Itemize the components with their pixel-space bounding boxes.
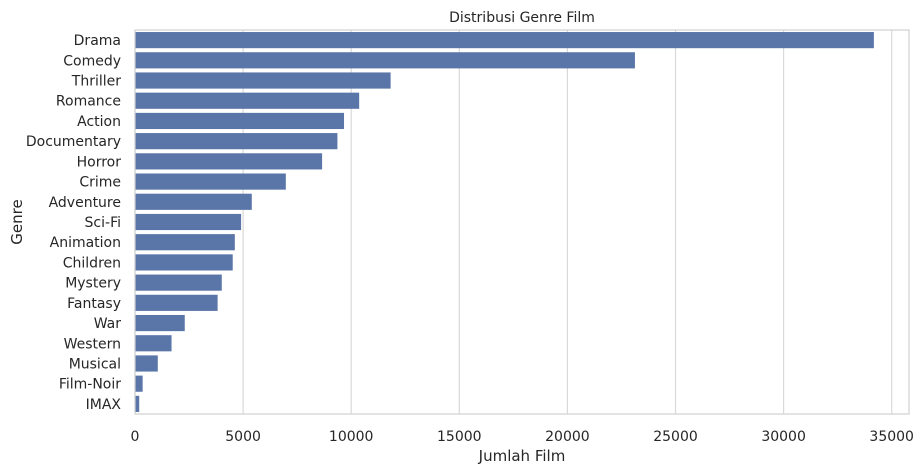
x-tick-label: 10000 <box>329 429 374 445</box>
bar-crime <box>135 173 286 190</box>
bar-western <box>135 335 172 352</box>
bars <box>135 32 874 412</box>
x-axis-label: Jumlah Film <box>478 447 566 465</box>
bar-musical <box>135 355 158 372</box>
y-tick-label: Animation <box>50 235 121 251</box>
y-tick-label: Action <box>77 114 121 130</box>
x-tick-label: 30000 <box>761 429 806 445</box>
bar-romance <box>135 92 360 109</box>
x-tick-label: 5000 <box>225 429 261 445</box>
bar-thriller <box>135 72 391 89</box>
x-tick-labels: 0 5000 10000 15000 20000 25000 30000 35000 <box>131 429 914 445</box>
x-tick-label: 35000 <box>869 429 914 445</box>
plot-frame <box>134 29 910 415</box>
x-tick-label: 0 <box>131 429 140 445</box>
y-tick-label: Sci-Fi <box>85 215 121 231</box>
y-tick-label: War <box>94 316 122 332</box>
x-tick-label: 15000 <box>437 429 482 445</box>
chart-title: Distribusi Genre Film <box>449 10 595 26</box>
y-tick-label: Fantasy <box>67 296 121 312</box>
y-tick-label: Children <box>63 255 121 271</box>
x-tick-label: 20000 <box>545 429 590 445</box>
y-tick-labels: Drama Comedy Thriller Romance Action Document… <box>26 33 122 413</box>
x-tick-label: 25000 <box>653 429 698 445</box>
y-tick-label: Film-Noir <box>59 377 121 393</box>
y-tick-label: Romance <box>56 94 121 110</box>
bar-sci-fi <box>135 213 242 231</box>
bar-drama <box>135 32 874 49</box>
bar-film-noir <box>135 375 143 392</box>
bar-imax <box>135 395 140 412</box>
bar-comedy <box>135 52 635 69</box>
y-tick-label: Western <box>64 336 121 352</box>
bar-war <box>135 314 185 332</box>
y-tick-label: Drama <box>74 33 121 49</box>
y-tick-label: Crime <box>79 175 121 191</box>
bar-fantasy <box>135 294 218 311</box>
bar-documentary <box>135 133 338 150</box>
y-tick-label: Comedy <box>63 53 121 69</box>
y-tick-label: Musical <box>69 356 121 372</box>
y-tick-label: Adventure <box>49 195 121 211</box>
bar-children <box>135 254 233 271</box>
bar-horror <box>135 153 323 170</box>
y-tick-label: Horror <box>77 154 122 170</box>
y-tick-label: Mystery <box>65 276 121 292</box>
y-tick-label: Thriller <box>71 74 121 90</box>
y-tick-label: IMAX <box>86 397 122 413</box>
bar-animation <box>135 234 235 251</box>
y-tick-label: Documentary <box>26 134 121 150</box>
bar-mystery <box>135 274 222 291</box>
bar-adventure <box>135 193 252 210</box>
bar-action <box>135 112 345 130</box>
y-axis-label: Genre <box>8 199 26 244</box>
